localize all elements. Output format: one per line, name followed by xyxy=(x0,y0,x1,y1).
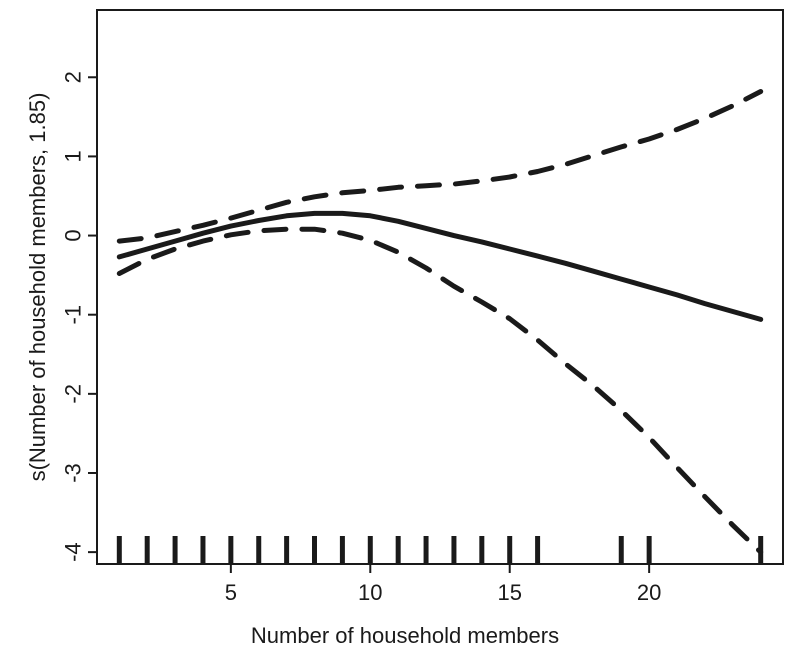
y-axis-label: s(Number of household members, 1.85) xyxy=(25,93,50,482)
y-tick-label: -4 xyxy=(61,542,86,562)
x-axis: 5 10 15 20 xyxy=(225,564,661,605)
y-tick-label: 0 xyxy=(61,229,86,241)
x-axis-label: Number of household members xyxy=(251,623,559,648)
y-axis: -4 -3 -2 -1 0 1 2 xyxy=(61,71,97,562)
x-tick-label: 15 xyxy=(497,580,521,605)
y-tick-label: 1 xyxy=(61,150,86,162)
series-layer xyxy=(116,89,764,555)
x-tick-label: 5 xyxy=(225,580,237,605)
smooth-line xyxy=(116,210,764,322)
plot-frame xyxy=(96,9,784,565)
confidence-band-line-2 xyxy=(116,226,764,555)
confidence-band-line-1 xyxy=(116,89,764,244)
x-tick-label: 10 xyxy=(358,580,382,605)
y-tick-label: -2 xyxy=(61,384,86,404)
y-tick-label: 2 xyxy=(61,71,86,83)
y-tick-label: -3 xyxy=(61,463,86,483)
x-tick-label: 20 xyxy=(637,580,661,605)
y-tick-label: -1 xyxy=(61,305,86,325)
rug-layer xyxy=(116,536,764,564)
